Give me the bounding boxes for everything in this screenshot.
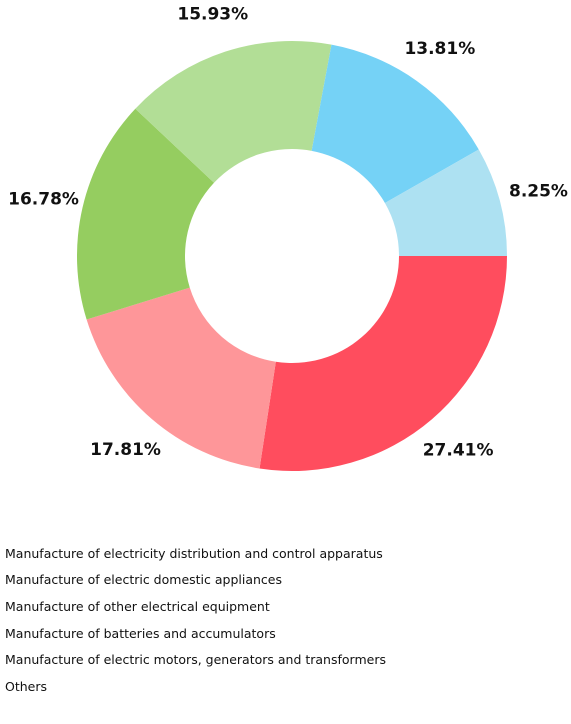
legend-label: Manufacture of electric domestic applian… <box>5 572 282 588</box>
slice-batteries <box>135 41 332 183</box>
percent-label-batteries: 15.93% <box>177 5 248 25</box>
slice-other-electrical-equipment <box>77 108 215 320</box>
legend-label: Manufacture of other electrical equipmen… <box>5 598 270 614</box>
percent-label-motors-generators: 13.81% <box>404 39 475 59</box>
legend-item-others: Others <box>5 673 565 700</box>
legend-item-domestic-appliances: Manufacture of electric domestic applian… <box>5 567 565 594</box>
legend-label: Manufacture of electric motors, generato… <box>5 652 386 668</box>
percent-label-other-electrical-equipment: 16.78% <box>8 190 79 210</box>
legend-item-other-electrical-equipment: Manufacture of other electrical equipmen… <box>5 593 565 620</box>
legend-label: Manufacture of batteries and accumulator… <box>5 625 276 641</box>
donut-chart: 27.41% 17.81% 16.78% 15.93% 13.81% 8.25% <box>8 5 568 472</box>
percent-label-electricity-distribution: 27.41% <box>423 440 494 460</box>
slice-electricity-distribution <box>259 256 507 472</box>
legend-label: Others <box>5 678 48 694</box>
slice-others <box>384 149 507 256</box>
legend: Manufacture of electricity distribution … <box>5 540 565 700</box>
slice-domestic-appliances <box>86 287 276 469</box>
percent-labels: 27.41% 17.81% 16.78% 15.93% 13.81% 8.25% <box>8 5 568 461</box>
legend-item-batteries: Manufacture of batteries and accumulator… <box>5 620 565 647</box>
legend-label: Manufacture of electricity distribution … <box>5 545 383 561</box>
legend-item-electricity-distribution: Manufacture of electricity distribution … <box>5 540 565 567</box>
percent-label-domestic-appliances: 17.81% <box>90 440 161 460</box>
donut-slices <box>77 41 507 472</box>
percent-label-others: 8.25% <box>509 182 568 202</box>
legend-item-motors-generators: Manufacture of electric motors, generato… <box>5 646 565 673</box>
slice-motors-generators <box>311 44 479 203</box>
